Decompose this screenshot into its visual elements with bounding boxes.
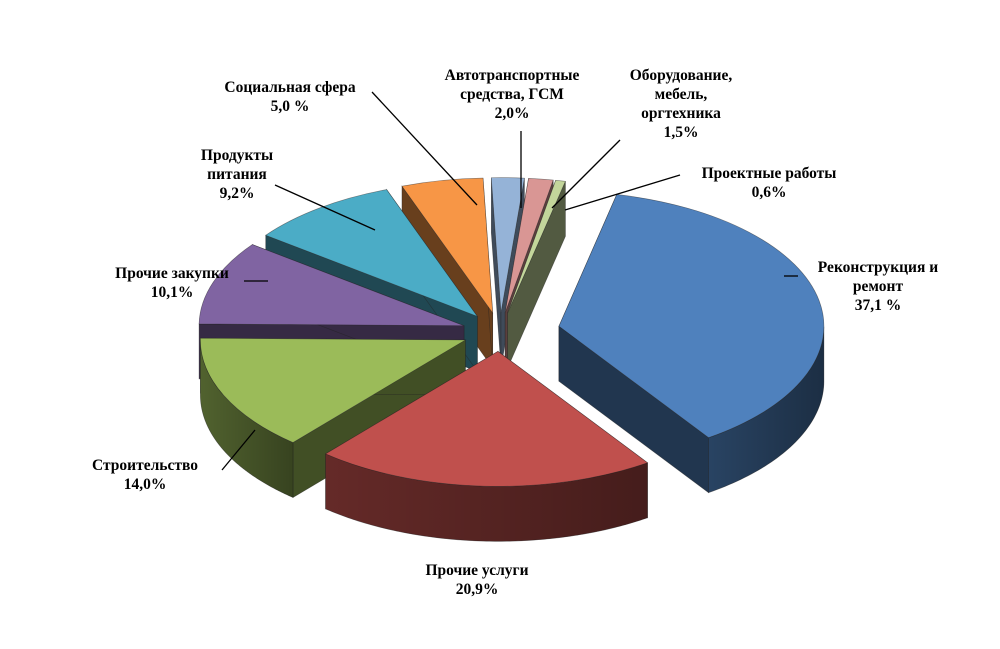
- slice-name: средства, ГСМ: [460, 86, 564, 103]
- leader-line: [371, 91, 478, 206]
- slice-name: мебель,: [655, 86, 708, 103]
- slice-value: 0,6%: [752, 184, 787, 201]
- slice-value: 5,0 %: [271, 98, 310, 115]
- pie-slice-wall-shading: [708, 326, 824, 493]
- pie-slice-top: [324, 350, 649, 487]
- slice-label: Реконструкция и ремонт 37,1 %: [818, 259, 938, 314]
- pie-slice-top: [401, 177, 494, 315]
- pie-slice-top: [490, 177, 525, 313]
- slice-name: Прочие закупки: [115, 265, 229, 282]
- pie-slice: [507, 179, 566, 369]
- pie-slice-top: [507, 179, 566, 314]
- slice-value: 9,2%: [220, 185, 255, 202]
- slice-label: Продукты питания 9,2%: [201, 147, 273, 202]
- pie-slice-top: [504, 178, 554, 313]
- pie-slice-top: [265, 189, 479, 318]
- slice-name: Строительство: [92, 457, 198, 474]
- pie-slice-top: [558, 194, 825, 438]
- leader-line: [221, 429, 256, 471]
- leader-line: [274, 184, 376, 231]
- slice-name: Автотранспортные: [445, 67, 580, 84]
- slice-value: 1,5%: [664, 124, 699, 141]
- slice-name: оргтехника: [641, 105, 721, 122]
- pie-labels: Реконструкция и ремонт 37,1 % Прочие услуги…: [92, 67, 938, 598]
- leader-line: [564, 174, 681, 211]
- pie-slice-wall-shading: [325, 453, 648, 542]
- slice-label: Проектные работы 0,6%: [702, 165, 837, 201]
- pie-slice: [324, 350, 649, 542]
- slice-name: Продукты: [201, 147, 273, 164]
- pie-slice: [558, 194, 825, 494]
- pie-slice-wall-shading: [200, 340, 294, 498]
- slice-value: 10,1%: [151, 284, 194, 301]
- slice-name: Реконструкция и: [818, 259, 938, 276]
- slice-value: 37,1 %: [855, 297, 902, 314]
- slice-name: ремонт: [853, 278, 904, 295]
- slice-value: 20,9%: [456, 581, 499, 598]
- slice-value: 2,0%: [495, 105, 530, 122]
- slice-value: 14,0%: [124, 476, 167, 493]
- pie-slice-top: [198, 244, 465, 327]
- slice-label: Оборудование, мебель, оргтехника 1,5%: [630, 67, 733, 141]
- pie-slices: [198, 177, 825, 542]
- slice-label: Строительство 14,0%: [92, 457, 198, 493]
- slice-name: Социальная сфера: [224, 79, 355, 96]
- slice-label: Автотранспортные средства, ГСМ 2,0%: [445, 67, 580, 122]
- slice-name: Проектные работы: [702, 165, 837, 182]
- slice-label: Прочие услуги 20,9%: [425, 562, 528, 598]
- slice-label: Прочие закупки 10,1%: [115, 265, 229, 301]
- slice-label: Социальная сфера 5,0 %: [224, 79, 355, 115]
- leader-line: [551, 139, 621, 209]
- slice-name: Оборудование,: [630, 67, 733, 84]
- slice-name: Прочие услуги: [425, 562, 528, 579]
- pie-slice-top: [200, 337, 467, 443]
- slice-name: питания: [207, 166, 267, 183]
